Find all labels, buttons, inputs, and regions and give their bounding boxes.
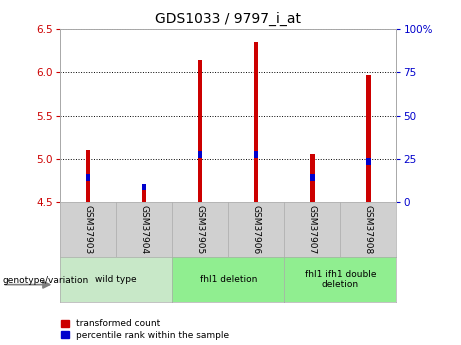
Bar (254, 42, 259, 202)
Text: GSM37903: GSM37903 (83, 205, 93, 254)
Bar (198, 151, 202, 158)
Bar (86, 175, 90, 181)
Text: GSM37904: GSM37904 (140, 205, 148, 254)
Bar (142, 187, 146, 202)
Text: GSM37908: GSM37908 (364, 205, 373, 254)
Bar (254, 151, 259, 158)
Bar (310, 175, 314, 181)
Text: fhl1 ifh1 double
deletion: fhl1 ifh1 double deletion (305, 270, 376, 289)
Title: GDS1033 / 9797_i_at: GDS1033 / 9797_i_at (155, 11, 301, 26)
Text: genotype/variation: genotype/variation (2, 276, 89, 285)
Bar (142, 184, 146, 190)
Text: fhl1 deletion: fhl1 deletion (200, 275, 257, 284)
Text: GSM37905: GSM37905 (195, 205, 205, 254)
Bar (366, 158, 371, 165)
Text: wild type: wild type (95, 275, 137, 284)
Legend: transformed count, percentile rank within the sample: transformed count, percentile rank withi… (60, 318, 230, 341)
Bar (310, 155, 314, 202)
Bar (366, 75, 371, 202)
Bar (86, 150, 90, 202)
Text: GSM37906: GSM37906 (252, 205, 261, 254)
Bar (198, 59, 202, 202)
Text: GSM37907: GSM37907 (308, 205, 317, 254)
